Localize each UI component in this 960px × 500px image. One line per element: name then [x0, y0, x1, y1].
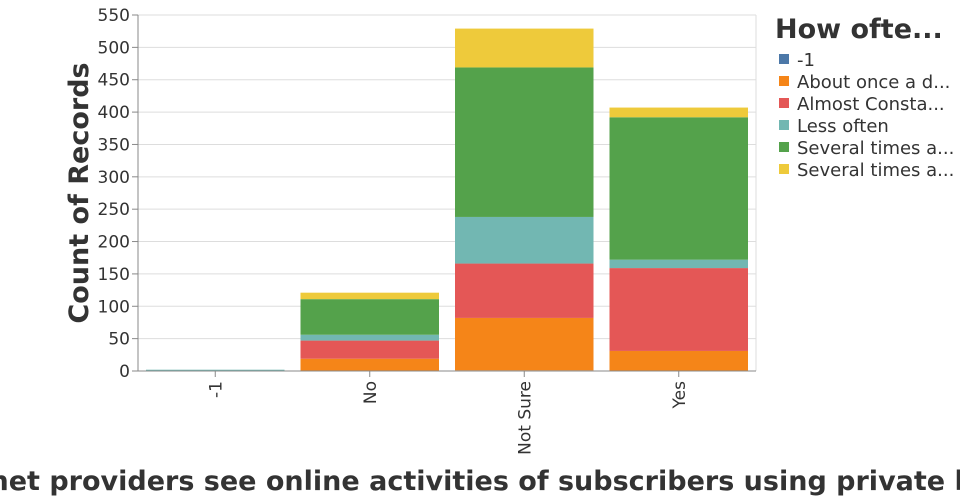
bar-segment — [300, 340, 439, 359]
x-tick-label: No — [361, 381, 381, 404]
bar-segment — [609, 117, 748, 260]
bar-segment — [455, 263, 594, 318]
bar-segment — [455, 216, 594, 264]
axes: 0 50 100 150 200 250 300 350 400 450 500 550 -1 No Not… — [98, 6, 756, 455]
bar-segment — [300, 334, 439, 341]
legend-label: -1 — [797, 50, 815, 71]
bar-stacks — [146, 28, 748, 372]
x-tick-label: -1 — [206, 381, 226, 398]
legend-swatch — [779, 120, 789, 130]
legend-title: How ofte... — [775, 14, 943, 45]
y-tick-label: 50 — [108, 330, 130, 350]
legend-label: About once a d... — [797, 72, 950, 93]
bar-segment — [455, 28, 594, 68]
bar-segment — [609, 259, 748, 269]
y-tick-label: 550 — [98, 6, 130, 26]
y-tick-label: 0 — [119, 362, 130, 382]
bar-segment — [609, 350, 748, 371]
legend-swatch — [779, 76, 789, 86]
y-tick-label: 500 — [98, 38, 130, 58]
y-axis-title: Count of Records — [64, 62, 95, 323]
legend-label: Several times a... — [797, 138, 954, 159]
y-tick-label: 100 — [98, 297, 130, 317]
y-tick-label: 450 — [98, 71, 130, 91]
legend-label: Almost Consta... — [797, 94, 945, 115]
chart-title: Can internet providers see online activi… — [0, 466, 960, 497]
y-tick-label: 250 — [98, 200, 130, 220]
bar-segment — [609, 268, 748, 351]
y-tick-label: 350 — [98, 135, 130, 155]
x-tick-label: Yes — [670, 381, 690, 410]
bar-segment — [455, 317, 594, 371]
legend-swatch — [779, 54, 789, 64]
bar-segment — [609, 107, 748, 118]
x-tick-label: Not Sure — [515, 381, 535, 455]
legend-label: Several times a... — [797, 160, 954, 181]
legend-swatch — [779, 164, 789, 174]
y-tick-label: 150 — [98, 265, 130, 285]
y-tick-label: 300 — [98, 168, 130, 188]
bar-segment — [300, 299, 439, 335]
legend-swatch — [779, 142, 789, 152]
bar-segment — [455, 67, 594, 217]
legend-swatch — [779, 98, 789, 108]
y-tick-label: 200 — [98, 233, 130, 253]
bar-segment — [300, 292, 439, 300]
y-tick-label: 400 — [98, 103, 130, 123]
gridlines — [138, 14, 757, 372]
bar-segment — [300, 358, 439, 371]
bar-segment — [146, 369, 285, 371]
legend-label: Less often — [797, 116, 889, 137]
